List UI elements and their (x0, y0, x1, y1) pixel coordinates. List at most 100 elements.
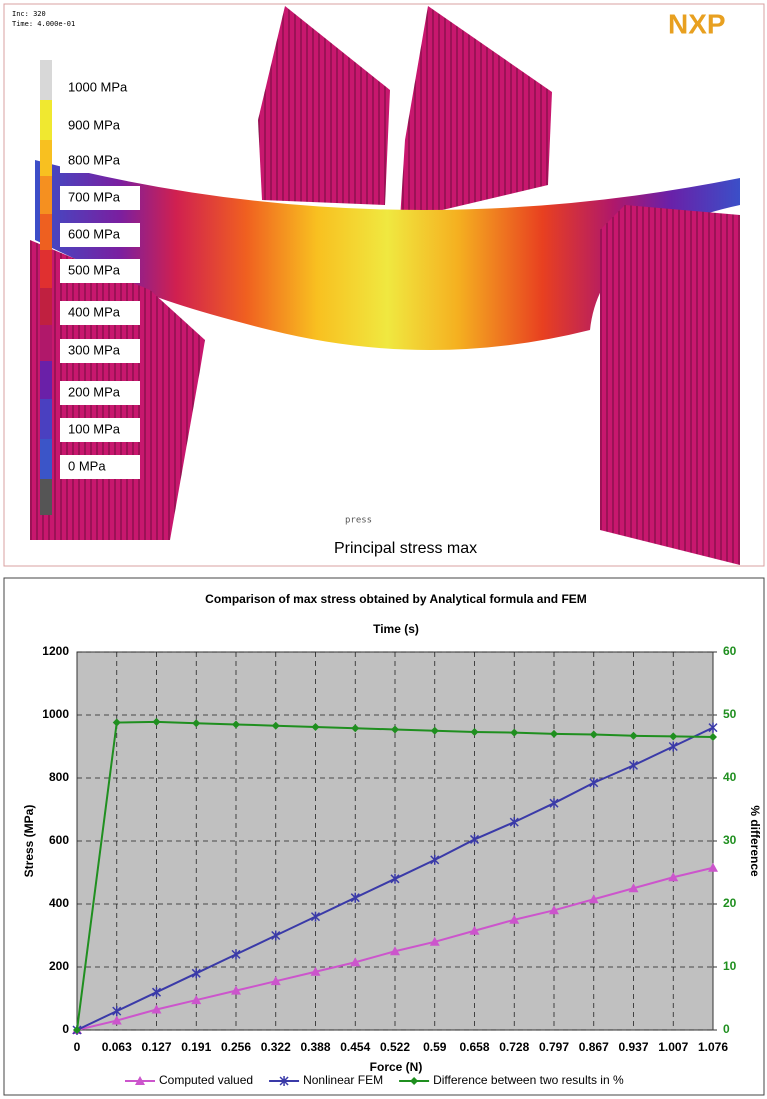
marker (112, 718, 121, 727)
scale-label-box (60, 259, 140, 283)
marker (310, 911, 321, 922)
marker (628, 760, 639, 771)
y-tick-label: 1000 (42, 707, 69, 721)
scale-label-box (60, 76, 140, 100)
scale-label-box (60, 186, 140, 210)
logo: NXP (668, 8, 726, 39)
scale-label: 800 MPa (68, 152, 121, 167)
time-label: Time: 4.000e-01 (12, 20, 75, 28)
chart: Comparison of max stress obtained by Ana… (3, 577, 765, 1096)
y2-tick-label: 60 (723, 644, 737, 658)
marker (708, 722, 718, 733)
marker (390, 946, 400, 956)
legend-label: Nonlinear FEM (303, 1073, 383, 1087)
y2-tick-label: 40 (723, 770, 737, 784)
marker (151, 987, 162, 998)
beam (35, 160, 740, 350)
color-scale (40, 60, 52, 515)
scale-label: 400 MPa (68, 304, 121, 319)
marker (430, 854, 440, 865)
x-tick-label: 0.454 (340, 1040, 370, 1054)
marker (669, 732, 678, 741)
y-tick-label: 800 (49, 770, 69, 784)
x-tick-label: 0.937 (618, 1040, 648, 1054)
marker (73, 1026, 81, 1034)
marker (192, 719, 201, 728)
marker (112, 1006, 122, 1017)
marker (310, 966, 321, 976)
scale-label: 1000 MPa (68, 79, 128, 94)
x-tick-label: 0.867 (579, 1040, 609, 1054)
support (600, 205, 740, 565)
marker (509, 914, 520, 924)
y-tick-label: 600 (49, 833, 69, 847)
marker (271, 721, 280, 730)
y-tick-label: 200 (49, 959, 69, 973)
y-tick-label: 400 (49, 896, 69, 910)
y2-tick-label: 30 (723, 833, 737, 847)
scale-label: 0 MPa (68, 458, 106, 473)
scale-label: 900 MPa (68, 117, 121, 132)
marker (279, 1076, 289, 1086)
marker (151, 1004, 162, 1014)
marker (311, 722, 320, 731)
marker (709, 733, 717, 742)
marker (668, 741, 678, 752)
blade (258, 6, 390, 205)
marker (510, 728, 519, 737)
marker (588, 894, 599, 904)
y2-axis-label: % difference (748, 805, 762, 877)
x-tick-label: 0.728 (499, 1040, 529, 1054)
x-tick-label: 0.256 (221, 1040, 251, 1054)
marker (351, 724, 360, 733)
y2-tick-label: 20 (723, 896, 737, 910)
x-tick-label: 0.388 (300, 1040, 330, 1054)
x-tick-label: 0.322 (261, 1040, 291, 1054)
marker (668, 872, 679, 882)
x-tick-label: 0.127 (141, 1040, 171, 1054)
scale-label-box (60, 418, 140, 442)
marker (430, 726, 439, 735)
marker (469, 925, 480, 935)
marker (708, 862, 718, 872)
fem-panel: Inc: 320 Time: 4.000e-01 NXP 1000 MPa 900… (3, 3, 765, 567)
scale-label-box (60, 381, 140, 405)
marker (629, 731, 638, 740)
y-tick-label: 1200 (42, 644, 69, 658)
chart-subtitle: Time (s) (373, 622, 419, 636)
scale-label: 600 MPa (68, 226, 121, 241)
scale-label: 500 MPa (68, 262, 121, 277)
scale-label: 200 MPa (68, 384, 121, 399)
caption-small: press (345, 516, 372, 526)
y-tick-label: 0 (62, 1022, 69, 1036)
y2-tick-label: 0 (723, 1022, 730, 1036)
marker (231, 949, 241, 960)
x-axis-label: Force (N) (370, 1060, 423, 1074)
marker (232, 720, 240, 729)
x-tick-label: 0.658 (459, 1040, 489, 1054)
x-tick-label: 0 (74, 1040, 81, 1054)
blade (400, 6, 552, 220)
marker (390, 873, 400, 884)
scale-label: 700 MPa (68, 189, 121, 204)
marker (469, 834, 480, 845)
scale-label: 300 MPa (68, 342, 121, 357)
scale-label-box (60, 149, 140, 173)
marker (270, 976, 281, 986)
inc-label: Inc: 320 (12, 10, 46, 18)
x-tick-label: 1.007 (658, 1040, 688, 1054)
scale-labels: 1000 MPa 900 MPa 800 MPa 700 MPa 600 MPa 500 … (60, 76, 140, 479)
x-tick-label: 0.063 (102, 1040, 132, 1054)
scale-label-box (60, 339, 140, 363)
marker (350, 892, 360, 903)
marker (191, 968, 201, 979)
x-tick-label: 0.522 (380, 1040, 410, 1054)
marker (271, 930, 281, 941)
chart-title: Comparison of max stress obtained by Ana… (205, 592, 587, 606)
marker (410, 1077, 419, 1085)
x-tick-label: 0.797 (539, 1040, 569, 1054)
marker (191, 995, 202, 1005)
marker (429, 936, 440, 946)
marker (549, 905, 559, 915)
